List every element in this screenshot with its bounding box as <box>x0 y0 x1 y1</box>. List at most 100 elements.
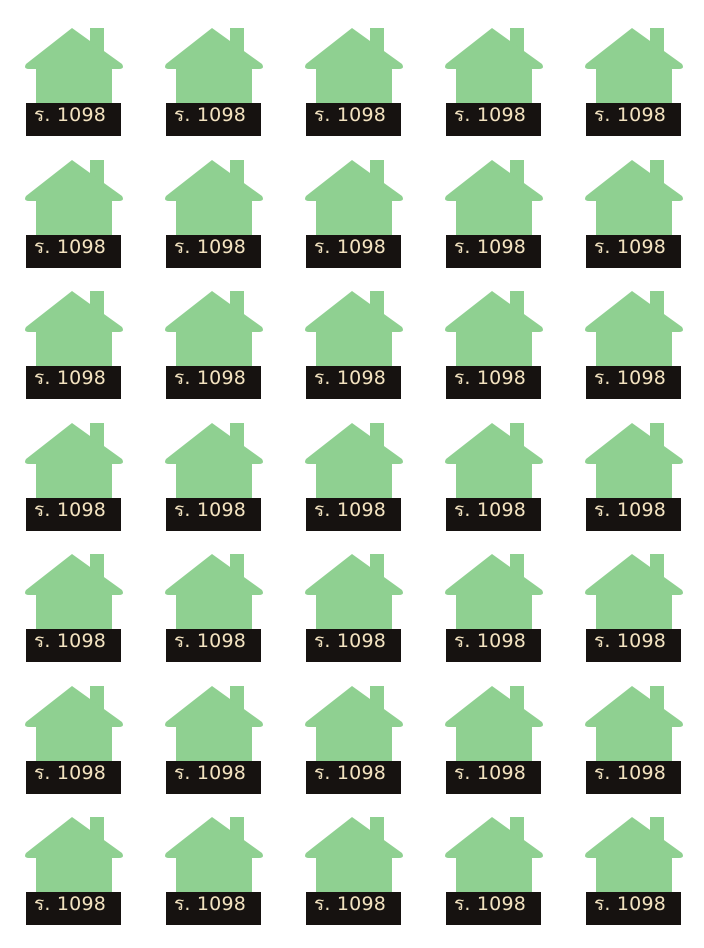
house-number-label: ร. 1098 <box>306 761 401 794</box>
house-label-tile: ร. 1098 <box>164 685 264 797</box>
house-shape <box>305 160 403 257</box>
house-icon <box>25 291 123 388</box>
house-icon <box>165 160 263 257</box>
house-label-tile: ร. 1098 <box>444 422 544 534</box>
house-shape <box>165 423 263 520</box>
house-shape <box>585 554 683 651</box>
house-shape <box>305 423 403 520</box>
house-icon <box>165 28 263 125</box>
house-shape <box>165 686 263 783</box>
house-icon <box>445 291 543 388</box>
house-label-tile: ร. 1098 <box>24 290 124 402</box>
house-icon <box>305 28 403 125</box>
house-icon <box>305 291 403 388</box>
house-shape <box>25 686 123 783</box>
house-shape <box>445 817 543 914</box>
house-shape <box>445 554 543 651</box>
house-icon <box>585 817 683 914</box>
house-shape <box>305 817 403 914</box>
house-label-tile: ร. 1098 <box>164 553 264 665</box>
house-shape <box>25 291 123 388</box>
house-label-tile: ร. 1098 <box>164 422 264 534</box>
house-number-label: ร. 1098 <box>446 235 541 268</box>
house-shape <box>165 28 263 125</box>
house-number-label: ร. 1098 <box>26 103 121 136</box>
house-number-label: ร. 1098 <box>166 498 261 531</box>
house-number-label: ร. 1098 <box>26 761 121 794</box>
house-number-label: ร. 1098 <box>446 366 541 399</box>
house-shape <box>165 291 263 388</box>
house-icon <box>165 423 263 520</box>
house-icon <box>445 817 543 914</box>
house-icon <box>585 554 683 651</box>
house-number-label: ร. 1098 <box>166 629 261 662</box>
house-number-label: ร. 1098 <box>166 366 261 399</box>
house-label-tile: ร. 1098 <box>584 422 684 534</box>
house-shape <box>165 160 263 257</box>
house-number-label: ร. 1098 <box>586 235 681 268</box>
house-shape <box>305 686 403 783</box>
house-number-label: ร. 1098 <box>446 498 541 531</box>
house-number-label: ร. 1098 <box>26 235 121 268</box>
house-number-label: ร. 1098 <box>446 761 541 794</box>
house-icon <box>585 160 683 257</box>
house-number-label: ร. 1098 <box>586 498 681 531</box>
house-label-tile: ร. 1098 <box>24 816 124 928</box>
house-number-label: ร. 1098 <box>586 629 681 662</box>
house-shape <box>445 291 543 388</box>
house-label-tile: ร. 1098 <box>584 816 684 928</box>
house-label-tile: ร. 1098 <box>24 27 124 139</box>
house-number-label: ร. 1098 <box>26 366 121 399</box>
house-label-tile: ร. 1098 <box>584 290 684 402</box>
house-icon <box>25 160 123 257</box>
house-shape <box>25 554 123 651</box>
house-number-label: ร. 1098 <box>306 235 401 268</box>
house-shape <box>25 160 123 257</box>
house-label-tile: ร. 1098 <box>24 159 124 271</box>
house-icon <box>305 817 403 914</box>
house-shape <box>165 554 263 651</box>
house-number-label: ร. 1098 <box>306 366 401 399</box>
house-label-tile: ร. 1098 <box>584 27 684 139</box>
house-number-label: ร. 1098 <box>166 235 261 268</box>
house-label-tile: ร. 1098 <box>304 27 404 139</box>
house-shape <box>305 291 403 388</box>
house-label-tile: ร. 1098 <box>164 816 264 928</box>
house-shape <box>445 28 543 125</box>
house-icon <box>165 291 263 388</box>
house-label-tile: ร. 1098 <box>304 816 404 928</box>
house-label-tile: ร. 1098 <box>444 290 544 402</box>
house-number-label: ร. 1098 <box>306 892 401 925</box>
house-label-tile: ร. 1098 <box>164 27 264 139</box>
house-icon <box>585 686 683 783</box>
house-icon <box>25 554 123 651</box>
house-icon <box>165 686 263 783</box>
house-shape <box>305 554 403 651</box>
house-label-tile: ร. 1098 <box>24 553 124 665</box>
house-number-label: ร. 1098 <box>586 103 681 136</box>
house-shape <box>25 817 123 914</box>
house-icon <box>305 160 403 257</box>
house-label-tile: ร. 1098 <box>304 422 404 534</box>
house-label-tile: ร. 1098 <box>444 27 544 139</box>
house-shape <box>165 817 263 914</box>
house-label-tile: ร. 1098 <box>444 553 544 665</box>
house-shape <box>25 423 123 520</box>
house-number-label: ร. 1098 <box>586 892 681 925</box>
house-label-tile: ร. 1098 <box>304 685 404 797</box>
house-label-tile: ร. 1098 <box>584 685 684 797</box>
house-shape <box>25 28 123 125</box>
house-label-tile: ร. 1098 <box>24 685 124 797</box>
house-icon <box>165 817 263 914</box>
house-shape <box>305 28 403 125</box>
house-shape <box>445 160 543 257</box>
house-number-label: ร. 1098 <box>446 103 541 136</box>
house-number-label: ร. 1098 <box>446 629 541 662</box>
house-icon <box>25 817 123 914</box>
house-label-tile: ร. 1098 <box>164 290 264 402</box>
house-number-label: ร. 1098 <box>166 103 261 136</box>
house-number-label: ร. 1098 <box>586 366 681 399</box>
house-label-tile: ร. 1098 <box>164 159 264 271</box>
house-shape <box>585 686 683 783</box>
